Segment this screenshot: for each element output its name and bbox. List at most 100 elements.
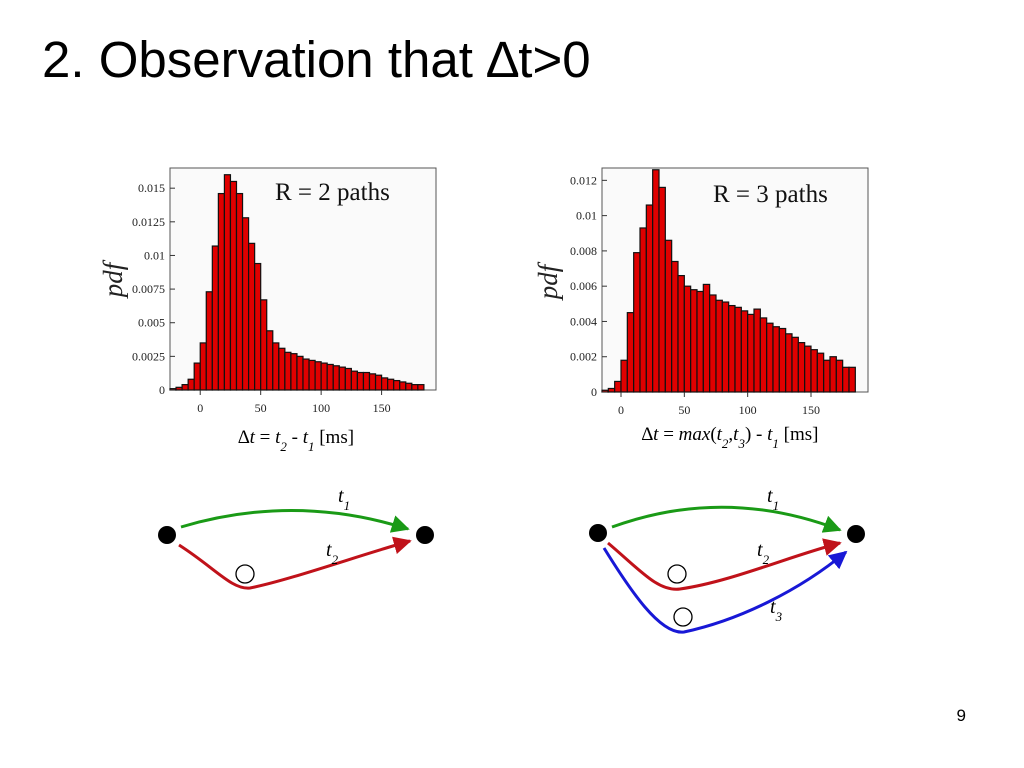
y-tick-label: 0.01 bbox=[576, 209, 597, 223]
histogram-bar bbox=[620, 359, 628, 393]
y-tick-label: 0 bbox=[591, 385, 597, 399]
histogram-bar bbox=[290, 353, 298, 391]
histogram-bar bbox=[607, 387, 616, 393]
histogram-bar bbox=[181, 384, 189, 391]
histogram-bar bbox=[374, 374, 383, 391]
histogram-bar bbox=[344, 367, 352, 391]
chart-r2-title: R = 2 paths bbox=[275, 179, 390, 206]
y-tick-label: 0.008 bbox=[570, 244, 597, 258]
histogram-bar bbox=[829, 356, 837, 393]
chart-r3-x-ticks: 0 50 100 150 bbox=[618, 392, 820, 417]
histogram-bar bbox=[278, 347, 286, 391]
y-tick-label: 0.006 bbox=[570, 279, 597, 293]
histogram-bar bbox=[368, 373, 377, 391]
histogram-bar bbox=[690, 289, 698, 393]
histogram-bar bbox=[816, 352, 825, 393]
histogram-bar bbox=[362, 371, 371, 391]
histogram-bar bbox=[658, 186, 666, 393]
path-t2-red bbox=[607, 538, 842, 591]
diagram-three-paths: t1 t2 t3 bbox=[589, 485, 865, 634]
histogram-bar bbox=[308, 359, 316, 391]
histogram-bar bbox=[217, 192, 226, 391]
source-node bbox=[158, 526, 176, 544]
histogram-bar bbox=[785, 333, 793, 393]
histogram-bar bbox=[266, 330, 274, 391]
histogram-bar bbox=[810, 349, 818, 393]
histogram-bar bbox=[205, 291, 213, 391]
x-tick-label: 150 bbox=[373, 401, 391, 415]
y-tick-label: 0.0075 bbox=[132, 282, 165, 296]
x-tick-label: 150 bbox=[802, 403, 820, 417]
histogram-bar bbox=[683, 285, 692, 393]
y-tick-label: 0.002 bbox=[570, 350, 597, 364]
histogram-bar bbox=[842, 366, 850, 393]
path-t1-green bbox=[180, 509, 410, 533]
histogram-bar bbox=[302, 358, 310, 391]
sink-node bbox=[416, 526, 434, 544]
histogram-bar bbox=[728, 304, 736, 393]
histogram-bar bbox=[778, 327, 787, 393]
histogram-bar bbox=[614, 380, 622, 393]
histogram-bar bbox=[211, 245, 219, 391]
chart-r3-xlabel: ∆t = max(t2,t3) - t1 [ms] bbox=[642, 424, 819, 451]
histogram-bar bbox=[229, 180, 238, 391]
chart-r3-y-ticks: 0 0.002 0.004 0.006 0.008 0.01 0.012 bbox=[570, 173, 607, 399]
y-tick-label: 0 bbox=[159, 383, 165, 397]
histogram-bar bbox=[199, 342, 207, 391]
label-t1: t1 bbox=[338, 485, 350, 513]
histogram-bar bbox=[417, 384, 425, 391]
histogram-bar bbox=[247, 242, 256, 391]
histogram-bar bbox=[626, 312, 635, 393]
histogram-bar bbox=[753, 308, 761, 393]
x-tick-label: 50 bbox=[255, 401, 267, 415]
source-node bbox=[589, 524, 607, 542]
histogram-bar bbox=[715, 299, 723, 393]
histogram-bar bbox=[399, 381, 407, 391]
label-t2: t2 bbox=[326, 539, 339, 567]
label-t1: t1 bbox=[767, 485, 779, 513]
y-tick-label: 0.004 bbox=[570, 314, 597, 328]
histogram-bar bbox=[387, 378, 395, 391]
label-t3: t3 bbox=[770, 596, 783, 624]
histogram-bar bbox=[823, 359, 831, 393]
x-tick-label: 0 bbox=[618, 403, 624, 417]
histogram-bar bbox=[380, 377, 389, 391]
histogram-bar bbox=[759, 317, 768, 393]
path-t1-green bbox=[611, 505, 842, 533]
relay-node-2 bbox=[673, 607, 693, 627]
x-tick-label: 0 bbox=[197, 401, 203, 415]
histogram-bar bbox=[338, 366, 346, 391]
histogram-bar bbox=[734, 306, 742, 393]
histogram-bar bbox=[664, 239, 673, 393]
histogram-bar bbox=[223, 174, 232, 391]
diagram-two-paths: t1 t2 bbox=[158, 485, 434, 590]
chart-r2-bars bbox=[169, 174, 425, 391]
x-tick-label: 100 bbox=[739, 403, 757, 417]
histogram-bar bbox=[272, 342, 280, 391]
histogram-bar bbox=[260, 299, 268, 391]
y-tick-label: 0.0125 bbox=[132, 215, 165, 229]
y-tick-label: 0.012 bbox=[570, 173, 597, 187]
histogram-bar bbox=[314, 361, 322, 391]
histogram-bar bbox=[411, 384, 419, 391]
chart-r3: 0 0.002 0.004 0.006 0.008 0.01 0.012 0 50 100 150… bbox=[533, 167, 869, 451]
page-number: 9 bbox=[956, 706, 966, 725]
histogram-bar bbox=[696, 290, 704, 393]
relay-node-1 bbox=[667, 564, 687, 584]
y-tick-label: 0.015 bbox=[138, 181, 165, 195]
chart-r2: 0 0.0025 0.005 0.0075 0.01 0.0125 0.015 0 50 100… bbox=[98, 167, 437, 454]
histogram-bar bbox=[791, 336, 799, 393]
chart-r2-ylabel: pdf bbox=[98, 259, 128, 299]
histogram-bar bbox=[284, 351, 292, 391]
x-tick-label: 100 bbox=[312, 401, 330, 415]
chart-r2-y-ticks: 0 0.0025 0.005 0.0075 0.01 0.0125 0.015 bbox=[132, 181, 175, 397]
histogram-bar bbox=[835, 359, 844, 393]
chart-r3-bars bbox=[601, 169, 856, 393]
chart-r3-title: R = 3 paths bbox=[713, 181, 828, 208]
histogram-bar bbox=[241, 217, 250, 391]
histogram-bar bbox=[633, 252, 641, 393]
histogram-bar bbox=[320, 362, 328, 391]
chart-r2-x-ticks: 0 50 100 150 bbox=[197, 390, 391, 415]
chart-r2-xlabel: ∆t = t2 - t1 [ms] bbox=[238, 427, 354, 454]
histogram-bar bbox=[254, 262, 262, 391]
